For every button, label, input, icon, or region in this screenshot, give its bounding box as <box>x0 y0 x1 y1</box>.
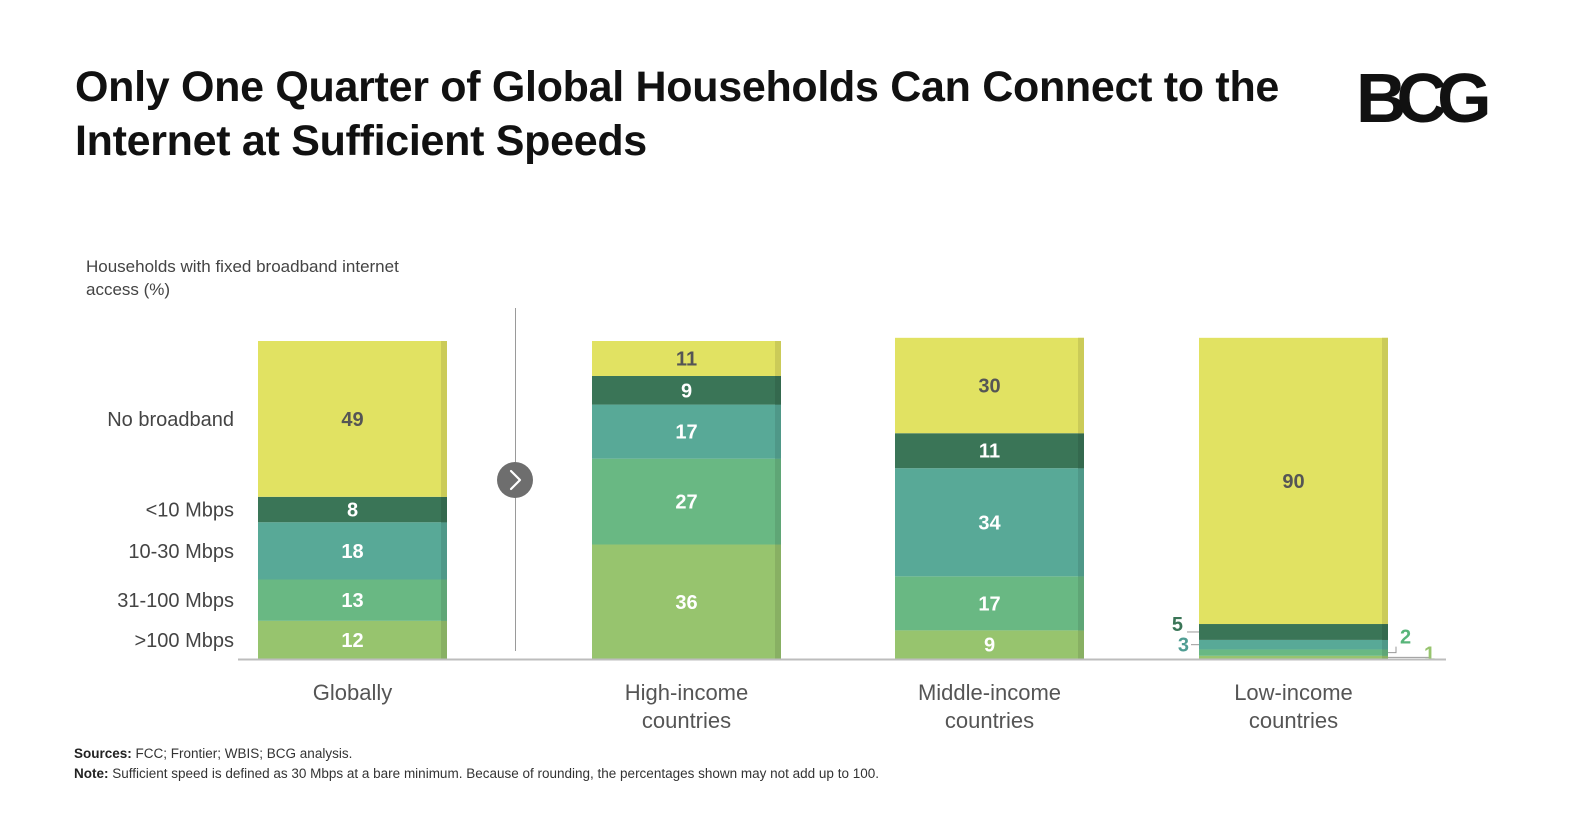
bar-edge-0-2 <box>441 522 447 580</box>
y-axis-caption: Households with fixed broadband internet… <box>86 257 399 299</box>
bar-edge-0-3 <box>441 496 447 523</box>
bar-edge-2-1 <box>1078 576 1084 631</box>
category-label-3-1: countries <box>1249 708 1338 733</box>
leader-line-3-0 <box>1388 649 1431 658</box>
category-label-0-0: Globally <box>313 680 392 705</box>
data-label-1-2: 17 <box>675 422 697 444</box>
bar-segment-1-1 <box>592 458 781 545</box>
data-label-1-1: 27 <box>675 492 697 514</box>
stacked-bar-chart: >100 Mbps 31-100 Mbps 10-30 Mbps <10 Mbps No… <box>107 308 1446 733</box>
bar-segment-1-2 <box>592 404 781 459</box>
sources-label: Sources: <box>74 746 132 761</box>
bar-segment-0-0 <box>258 620 447 659</box>
bar-segment-1-3 <box>592 375 781 405</box>
bar-segment-1-0 <box>592 544 781 659</box>
bar-segment-2-1 <box>895 576 1084 631</box>
chevron-right-icon <box>497 462 533 498</box>
bar-edge-1-2 <box>775 404 781 459</box>
bar-edge-0-1 <box>441 579 447 621</box>
chart-title: Only One Quarter of Global Households Ca… <box>75 63 1280 165</box>
category-label-1-1: countries <box>642 708 731 733</box>
bar-edge-1-3 <box>775 375 781 405</box>
bar-edge-3-4 <box>1382 337 1388 625</box>
bcg-logo: BCG <box>1356 62 1506 132</box>
bar-group-0: 12 13 18 8 49 Globally <box>258 341 447 705</box>
bar-segment-0-2 <box>258 522 447 580</box>
data-label-3-0: 1 <box>1424 643 1435 665</box>
sources-line: Sources: FCC; Frontier; WBIS; BCG analys… <box>74 744 1374 764</box>
data-label-1-0: 36 <box>675 592 697 614</box>
note-line: Note: Sufficient speed is defined as 30 … <box>74 764 1374 784</box>
data-label-3-4: 90 <box>1282 471 1304 493</box>
bar-edge-0-0 <box>441 620 447 659</box>
data-label-0-2: 18 <box>341 541 363 563</box>
bar-segment-2-4 <box>895 337 1084 434</box>
data-label-2-1: 17 <box>978 593 1000 615</box>
data-label-2-4: 30 <box>978 376 1000 398</box>
note-label: Note: <box>74 766 109 781</box>
data-label-1-3: 9 <box>681 380 692 402</box>
bar-edge-1-0 <box>775 544 781 659</box>
bar-segment-3-3 <box>1199 624 1388 640</box>
data-label-2-3: 11 <box>979 441 1000 463</box>
footer-notes: Sources: FCC; Frontier; WBIS; BCG analys… <box>74 744 1374 784</box>
bar-segment-2-3 <box>895 433 1084 469</box>
bar-segment-2-2 <box>895 468 1084 577</box>
data-label-3-1: 2 <box>1400 627 1411 649</box>
bar-segment-3-1 <box>1199 649 1388 656</box>
chevron-circle <box>497 462 533 498</box>
data-label-2-0: 9 <box>984 635 995 657</box>
row-label-4: No broadband <box>107 409 234 431</box>
category-label-2-0: Middle-income <box>918 680 1061 705</box>
data-label-0-1: 13 <box>341 590 363 612</box>
bar-segment-0-3 <box>258 496 447 523</box>
bar-group-2: 9 17 34 11 30 Middle-income countries <box>895 337 1084 733</box>
row-label-2: 10-30 Mbps <box>128 541 234 563</box>
bar-segment-2-0 <box>895 630 1084 659</box>
data-label-3-2: 3 <box>1178 635 1189 657</box>
bar-edge-1-1 <box>775 458 781 545</box>
category-label-2-1: countries <box>945 708 1034 733</box>
bar-group-1: 36 27 17 9 11 High-income countries <box>592 341 781 733</box>
note-text: Sufficient speed is defined as 30 Mbps a… <box>108 766 879 781</box>
row-label-3: <10 Mbps <box>146 500 234 522</box>
sources-text: FCC; Frontier; WBIS; BCG analysis. <box>131 746 353 761</box>
bar-edge-2-0 <box>1078 630 1084 659</box>
bar-segment-1-4 <box>592 341 781 376</box>
bar-edge-3-3 <box>1382 624 1388 640</box>
bar-edge-3-2 <box>1382 639 1388 650</box>
leader-line-3-1 <box>1388 646 1397 654</box>
row-label-1: 31-100 Mbps <box>117 590 234 612</box>
bar-segment-0-4 <box>258 341 447 497</box>
bar-edge-2-3 <box>1078 433 1084 469</box>
bar-edge-3-0 <box>1382 655 1388 659</box>
bar-segment-3-2 <box>1199 639 1388 650</box>
bar-edge-2-2 <box>1078 468 1084 577</box>
bar-group-3: 90 12 35 Low-income countries <box>1172 337 1435 733</box>
data-label-3-3: 5 <box>1172 614 1183 636</box>
chevron-glyph <box>509 469 522 491</box>
bar-segment-3-4 <box>1199 337 1388 625</box>
category-label-3-0: Low-income <box>1234 680 1353 705</box>
bar-segment-3-0 <box>1199 655 1388 659</box>
data-label-2-2: 34 <box>978 512 1001 534</box>
row-label-0: >100 Mbps <box>134 630 234 652</box>
data-label-1-4: 11 <box>676 348 697 370</box>
bar-edge-3-1 <box>1382 649 1388 656</box>
data-label-0-3: 8 <box>347 500 358 522</box>
bar-segment-0-1 <box>258 579 447 621</box>
data-label-0-0: 12 <box>341 630 363 652</box>
category-label-1-0: High-income <box>625 680 749 705</box>
bar-edge-2-4 <box>1078 337 1084 434</box>
bcg-logo-text: BCG <box>1356 62 1488 132</box>
bar-edge-1-4 <box>775 341 781 376</box>
data-label-0-4: 49 <box>341 409 363 431</box>
bar-edge-0-4 <box>441 341 447 497</box>
